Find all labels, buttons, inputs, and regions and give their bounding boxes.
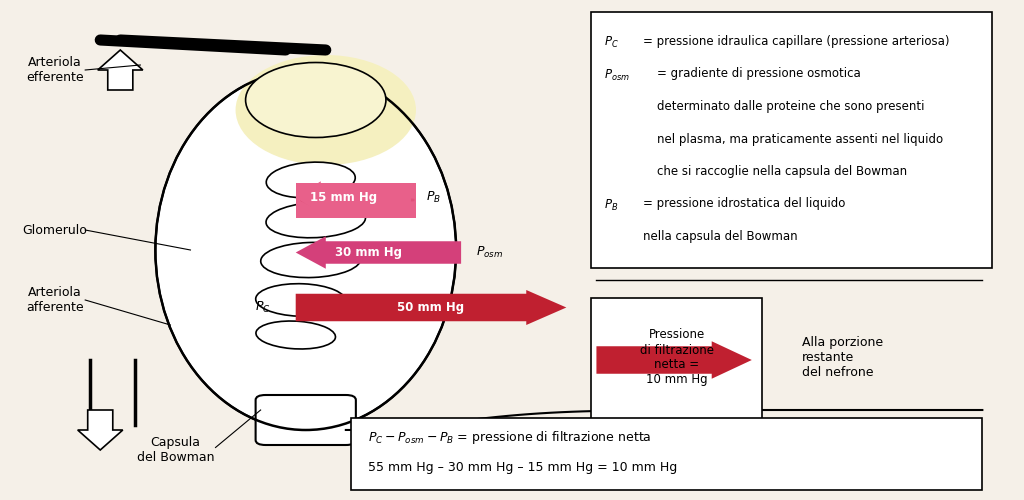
Text: che si raccoglie nella capsula del Bowman: che si raccoglie nella capsula del Bowma… xyxy=(656,165,906,178)
FancyArrow shape xyxy=(596,341,752,379)
FancyBboxPatch shape xyxy=(351,418,982,490)
Ellipse shape xyxy=(156,70,456,430)
Text: determinato dalle proteine che sono presenti: determinato dalle proteine che sono pres… xyxy=(656,100,924,113)
Text: = pressione idrostatica del liquido: = pressione idrostatica del liquido xyxy=(642,198,845,210)
Text: 30 mm Hg: 30 mm Hg xyxy=(335,246,401,259)
Text: $P_C$: $P_C$ xyxy=(255,300,270,315)
Text: nel plasma, ma praticamente assenti nel liquido: nel plasma, ma praticamente assenti nel … xyxy=(656,132,943,145)
Text: Arteriola
efferente: Arteriola efferente xyxy=(27,56,84,84)
FancyArrow shape xyxy=(296,181,411,214)
Text: Glomerulo: Glomerulo xyxy=(23,224,88,236)
Text: 50 mm Hg: 50 mm Hg xyxy=(397,301,465,314)
Text: $P_C$: $P_C$ xyxy=(604,35,620,50)
Ellipse shape xyxy=(256,321,336,349)
Ellipse shape xyxy=(236,55,416,165)
Text: = gradiente di pressione osmotica: = gradiente di pressione osmotica xyxy=(656,68,860,80)
Text: = pressione idraulica capillare (pressione arteriosa): = pressione idraulica capillare (pressio… xyxy=(642,35,949,48)
Text: Alla porzione
restante
del nefrone: Alla porzione restante del nefrone xyxy=(802,336,883,379)
Text: $P_B$: $P_B$ xyxy=(604,198,618,212)
Text: 55 mm Hg – 30 mm Hg – 15 mm Hg = 10 mm Hg: 55 mm Hg – 30 mm Hg – 15 mm Hg = 10 mm H… xyxy=(368,461,677,474)
Text: Pressione
di filtrazione
netta =
10 mm Hg: Pressione di filtrazione netta = 10 mm H… xyxy=(640,328,714,386)
FancyArrow shape xyxy=(78,410,123,450)
Text: Arteriola
afferente: Arteriola afferente xyxy=(27,286,84,314)
Text: $P_{osm}$: $P_{osm}$ xyxy=(476,245,504,260)
Text: $P_C - P_{osm} - P_B$ = pressione di filtrazione netta: $P_C - P_{osm} - P_B$ = pressione di fil… xyxy=(368,429,651,446)
FancyBboxPatch shape xyxy=(592,298,762,420)
Text: 15 mm Hg: 15 mm Hg xyxy=(310,191,377,204)
FancyArrow shape xyxy=(296,290,566,325)
Ellipse shape xyxy=(261,242,360,278)
Text: $P_B$: $P_B$ xyxy=(426,190,441,205)
Ellipse shape xyxy=(266,202,366,238)
FancyBboxPatch shape xyxy=(256,395,356,445)
FancyArrow shape xyxy=(296,236,461,269)
Ellipse shape xyxy=(256,284,346,316)
Ellipse shape xyxy=(246,62,386,138)
FancyBboxPatch shape xyxy=(592,12,992,268)
Ellipse shape xyxy=(266,162,355,198)
Text: nella capsula del Bowman: nella capsula del Bowman xyxy=(642,230,797,243)
FancyArrow shape xyxy=(97,50,142,90)
Text: Capsula
del Bowman: Capsula del Bowman xyxy=(136,436,214,464)
Text: $P_{osm}$: $P_{osm}$ xyxy=(604,68,631,82)
FancyBboxPatch shape xyxy=(296,182,416,218)
